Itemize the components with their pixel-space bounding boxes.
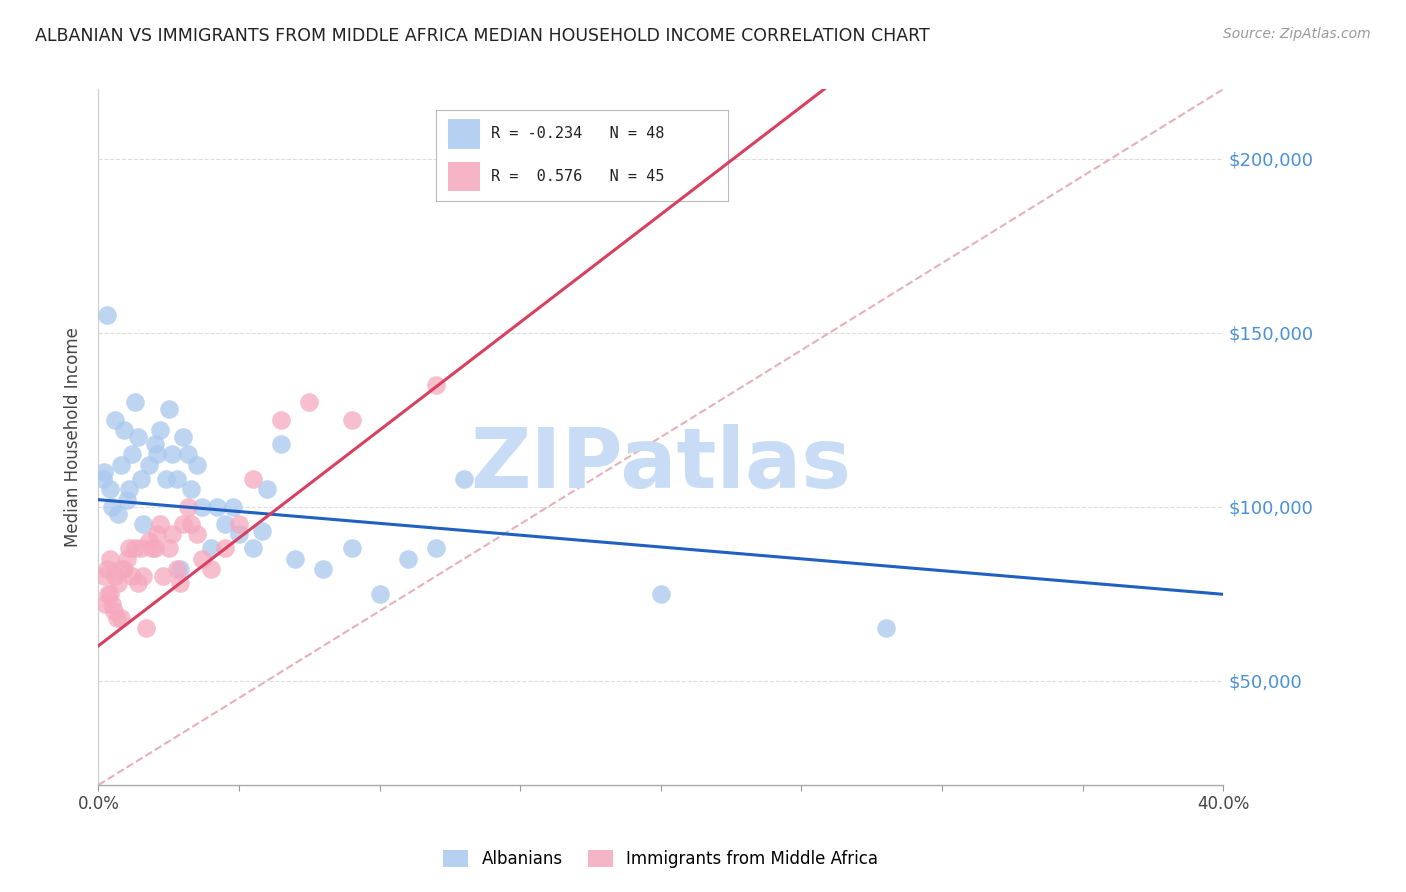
Point <box>96 562 118 576</box>
Point <box>146 527 169 541</box>
Point <box>98 587 121 601</box>
Point <box>186 458 208 472</box>
Point <box>107 576 129 591</box>
Point <box>340 541 363 556</box>
Point <box>180 516 202 531</box>
Point <box>138 458 160 472</box>
Point <box>191 551 214 566</box>
Point <box>94 597 117 611</box>
Point <box>138 534 160 549</box>
Point <box>396 551 419 566</box>
Point <box>141 541 163 556</box>
Point <box>129 541 152 556</box>
Point <box>270 437 292 451</box>
Point <box>425 541 447 556</box>
Point <box>96 309 118 323</box>
Point <box>177 500 200 514</box>
Point <box>222 500 245 514</box>
Point <box>124 541 146 556</box>
Point <box>98 482 121 496</box>
Point <box>242 541 264 556</box>
Point <box>214 541 236 556</box>
Point <box>242 472 264 486</box>
Point <box>214 516 236 531</box>
Point <box>103 604 125 618</box>
Point <box>157 541 180 556</box>
Point <box>146 447 169 462</box>
Text: Source: ZipAtlas.com: Source: ZipAtlas.com <box>1223 27 1371 41</box>
Point <box>186 527 208 541</box>
Text: ALBANIAN VS IMMIGRANTS FROM MIDDLE AFRICA MEDIAN HOUSEHOLD INCOME CORRELATION CH: ALBANIAN VS IMMIGRANTS FROM MIDDLE AFRIC… <box>35 27 929 45</box>
Point <box>250 524 273 538</box>
Point <box>256 482 278 496</box>
Point <box>284 551 307 566</box>
Point <box>143 437 166 451</box>
Point <box>121 569 143 583</box>
Point <box>132 516 155 531</box>
Point <box>101 597 124 611</box>
Point <box>129 472 152 486</box>
Point <box>169 576 191 591</box>
Point <box>107 507 129 521</box>
Point <box>155 472 177 486</box>
Point <box>166 472 188 486</box>
Point <box>143 541 166 556</box>
Point <box>180 482 202 496</box>
Point <box>132 569 155 583</box>
Point <box>205 500 228 514</box>
Legend: Albanians, Immigrants from Middle Africa: Albanians, Immigrants from Middle Africa <box>437 843 884 875</box>
Point <box>453 472 475 486</box>
Point <box>118 482 141 496</box>
Point <box>191 500 214 514</box>
Point <box>110 458 132 472</box>
Point <box>127 430 149 444</box>
Point <box>93 465 115 479</box>
Point <box>157 402 180 417</box>
Point <box>166 562 188 576</box>
Point <box>93 569 115 583</box>
Point <box>104 569 127 583</box>
Point <box>112 562 135 576</box>
Point <box>115 492 138 507</box>
Point <box>172 430 194 444</box>
Point <box>127 576 149 591</box>
Point <box>149 423 172 437</box>
Point <box>115 551 138 566</box>
Point <box>110 611 132 625</box>
Point <box>340 412 363 426</box>
Point <box>105 611 128 625</box>
Point <box>270 412 292 426</box>
Point <box>152 569 174 583</box>
Y-axis label: Median Household Income: Median Household Income <box>65 327 83 547</box>
Point <box>91 472 114 486</box>
Point <box>101 500 124 514</box>
Point <box>312 562 335 576</box>
Point <box>650 587 672 601</box>
Point <box>177 447 200 462</box>
Point <box>875 621 897 635</box>
Point <box>425 377 447 392</box>
Point <box>200 541 222 556</box>
Point <box>135 621 157 635</box>
Text: ZIPatlas: ZIPatlas <box>471 425 851 506</box>
Point <box>200 562 222 576</box>
Point <box>160 447 183 462</box>
Point <box>112 423 135 437</box>
Point <box>368 587 391 601</box>
Point <box>228 516 250 531</box>
Point <box>121 447 143 462</box>
Point <box>118 541 141 556</box>
Point <box>160 527 183 541</box>
Point <box>124 395 146 409</box>
Point <box>172 516 194 531</box>
Point <box>104 412 127 426</box>
Point <box>149 516 172 531</box>
Point <box>97 587 120 601</box>
Point <box>169 562 191 576</box>
Point <box>298 395 321 409</box>
Point <box>228 527 250 541</box>
Point <box>98 551 121 566</box>
Point <box>110 562 132 576</box>
